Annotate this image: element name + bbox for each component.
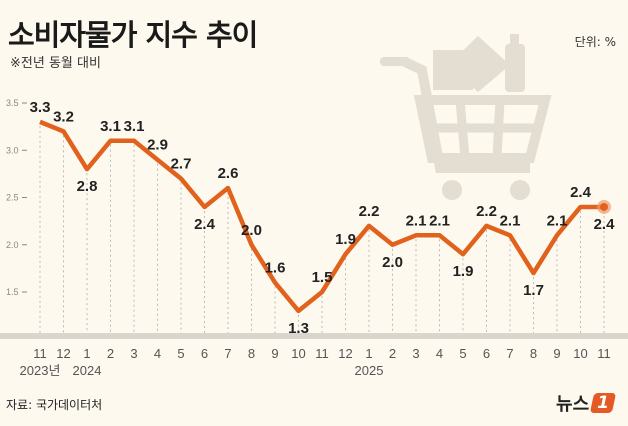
- data-label: 2.6: [218, 165, 239, 182]
- data-label: 3.3: [30, 99, 51, 116]
- y-tick-label: 2.0: [6, 240, 19, 250]
- year-label: 2025: [355, 363, 384, 378]
- chart-title: 소비자물가 지수 추이: [8, 18, 258, 52]
- data-label: 2.9: [147, 137, 168, 154]
- news1-logo: 뉴스 1: [556, 390, 617, 416]
- data-label: 2.1: [547, 212, 568, 229]
- x-tick-label: 7: [224, 346, 231, 361]
- x-axis-line: [0, 333, 628, 339]
- y-tick-label: 3.0: [6, 145, 19, 155]
- year-label: 2024: [73, 363, 102, 378]
- data-label: 1.9: [453, 263, 474, 280]
- x-tick-label: 11: [597, 346, 611, 361]
- x-tick-label: 4: [436, 346, 443, 361]
- x-tick-label: 9: [553, 346, 560, 361]
- y-tick-label: 3.5: [6, 98, 19, 108]
- data-label: 2.8: [77, 178, 98, 195]
- series-line: [39, 119, 604, 314]
- data-label: 2.0: [382, 254, 403, 271]
- x-tick-label: 6: [483, 346, 490, 361]
- x-tick-label: 3: [130, 346, 137, 361]
- data-label: 1.3: [288, 320, 309, 337]
- chart-subtitle: ※전년 동월 대비: [10, 56, 101, 71]
- y-tick-label: 1.5: [6, 287, 19, 297]
- x-tick-label: 8: [248, 346, 255, 361]
- data-label: 3.1: [100, 118, 121, 135]
- data-label: 2.0: [241, 222, 262, 239]
- data-label: 2.1: [406, 212, 427, 229]
- data-label: 2.2: [359, 203, 380, 220]
- data-label: 1.7: [523, 282, 544, 299]
- data-label: 3.2: [53, 108, 74, 125]
- x-tick-label: 10: [573, 346, 587, 361]
- x-tick-label: 3: [412, 346, 419, 361]
- data-label: 1.5: [312, 269, 333, 286]
- x-tick-label: 2: [107, 346, 114, 361]
- data-label: 1.6: [265, 260, 286, 277]
- data-label: 3.1: [124, 118, 145, 135]
- x-tick-label: 8: [530, 346, 537, 361]
- x-tick-label: 7: [506, 346, 513, 361]
- data-label: 2.7: [171, 156, 192, 173]
- x-tick-label: 4: [154, 346, 161, 361]
- data-label: 2.1: [500, 212, 521, 229]
- x-tick-label: 6: [201, 346, 208, 361]
- data-label: 2.4: [594, 216, 616, 233]
- x-tick-label: 12: [56, 346, 70, 361]
- y-tick-label: 2.5: [6, 193, 19, 203]
- data-label: 1.9: [335, 231, 356, 248]
- x-tick-label: 11: [33, 346, 47, 361]
- x-tick-label: 9: [271, 346, 278, 361]
- x-tick-label: 1: [83, 346, 90, 361]
- x-tick-label: 5: [459, 346, 466, 361]
- source-label: 자료: 국가데이터처: [6, 398, 103, 412]
- logo-text: 뉴스: [556, 394, 590, 415]
- data-label: 2.4: [570, 184, 592, 201]
- x-tick-label: 2: [389, 346, 396, 361]
- x-tick-label: 10: [291, 346, 305, 361]
- unit-label: 단위: %: [574, 35, 616, 49]
- last-point: [600, 202, 608, 211]
- x-tick-label: 11: [315, 346, 329, 361]
- x-tick-label: 5: [177, 346, 184, 361]
- x-tick-label: 1: [365, 346, 372, 361]
- shopping-cart-icon: [380, 34, 552, 200]
- year-label: 2023년: [20, 363, 61, 378]
- data-label: 2.2: [476, 203, 497, 220]
- x-tick-label: 12: [338, 346, 352, 361]
- data-label: 2.1: [429, 212, 450, 229]
- data-label: 2.4: [194, 216, 216, 233]
